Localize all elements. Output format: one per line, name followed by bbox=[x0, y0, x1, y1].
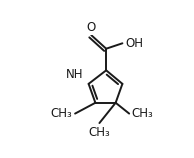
Text: NH: NH bbox=[66, 68, 83, 81]
Text: CH₃: CH₃ bbox=[132, 107, 154, 120]
Text: O: O bbox=[87, 21, 96, 34]
Text: CH₃: CH₃ bbox=[88, 126, 110, 139]
Text: OH: OH bbox=[125, 37, 143, 50]
Text: CH₃: CH₃ bbox=[51, 107, 72, 120]
